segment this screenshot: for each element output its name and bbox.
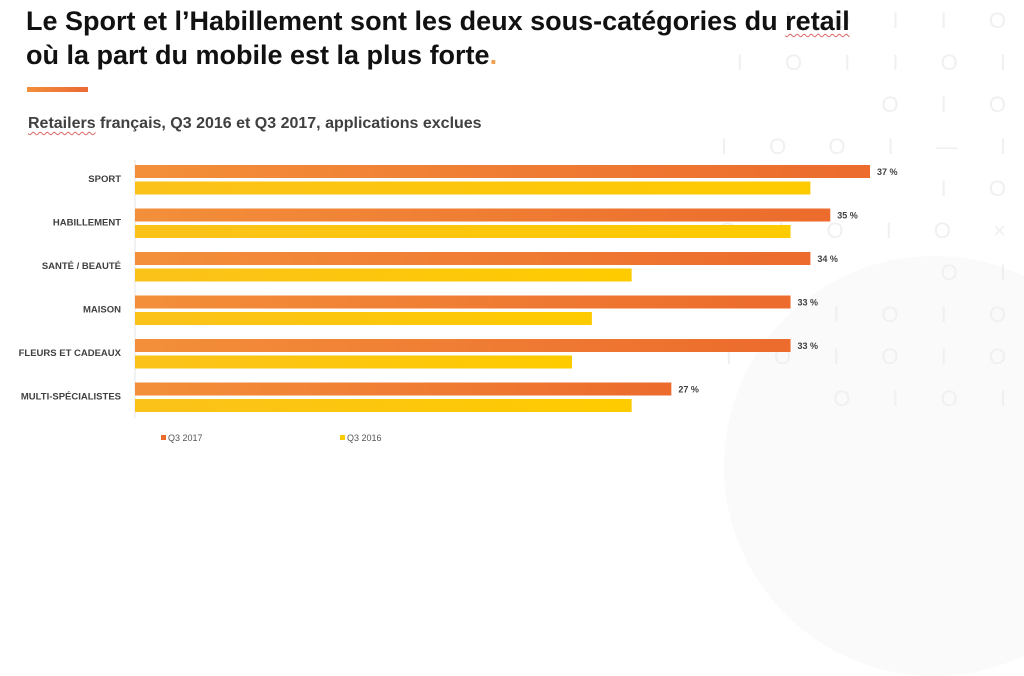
bar-q3-2016 <box>135 355 573 369</box>
pattern-row: O I O I O × O I <box>719 218 1024 285</box>
data-label-q3-2017: 37 % <box>877 167 898 177</box>
pattern-row: I O I O <box>833 302 1024 327</box>
legend-label-q3-2016: Q3 2016 <box>347 433 382 443</box>
bar-q3-2016 <box>135 399 632 412</box>
pattern-row: I O O I — I I O <box>720 134 1024 201</box>
subtitle-retailers: Retailers <box>28 115 96 132</box>
data-label-q3-2017: 27 % <box>678 385 699 395</box>
category-label: MAISON <box>83 305 121 316</box>
bar-q3-2017 <box>135 295 791 309</box>
category-label: SANTÉ / BEAUTÉ <box>42 261 121 272</box>
category-label: HABILLEMENT <box>53 218 121 229</box>
bar-q3-2016 <box>135 181 811 195</box>
data-label-q3-2017: 33 % <box>798 298 819 308</box>
bar-q3-2016 <box>135 268 632 282</box>
bar-q3-2017 <box>135 382 672 396</box>
data-label-q3-2017: 34 % <box>817 254 838 264</box>
bar-q3-2017 <box>135 252 811 265</box>
bar-chart: SPORT 37 % HABILLEMENT 35 % SANTÉ / BEAUTÉ 34… <box>19 160 898 443</box>
legend-label-q3-2017: Q3 2017 <box>168 433 203 443</box>
bar-q3-2017 <box>135 165 870 178</box>
pattern-row: I O I I O <box>784 8 1024 33</box>
bar-q3-2016 <box>135 225 791 238</box>
pattern-row: I O I I O I O I O <box>736 50 1024 117</box>
title-retail-word: retail <box>785 6 850 36</box>
title-accent-line <box>27 87 88 92</box>
category-label: SPORT <box>88 174 121 185</box>
bar-q3-2017 <box>135 339 791 352</box>
data-label-q3-2017: 35 % <box>837 211 858 221</box>
page-title: Le Sport et l’Habillement sont les deux … <box>26 4 850 72</box>
binary-pattern-decoration: I O I I O I O I I O I O I O I O O I — I I … <box>694 0 1024 411</box>
bar-q3-2017 <box>135 208 831 222</box>
subtitle-rest: français, Q3 2016 et Q3 2017, applicatio… <box>95 115 482 132</box>
chart-subtitle: Retailers français, Q3 2016 et Q3 2017, … <box>28 115 482 133</box>
title-line2: où la part du mobile est la plus forte <box>26 40 490 70</box>
data-label-q3-2017: 33 % <box>798 341 819 351</box>
category-label: MULTI-SPÉCIALISTES <box>21 392 121 403</box>
pattern-row: O I O I <box>833 386 1024 411</box>
title-period: . <box>489 40 498 70</box>
legend-swatch-q3-2016 <box>340 435 345 440</box>
category-label: FLEURS ET CADEAUX <box>19 348 122 359</box>
bar-q3-2016 <box>135 312 592 325</box>
legend-swatch-q3-2017 <box>161 435 166 440</box>
title-line1: Le Sport et l’Habillement sont les deux … <box>26 6 786 36</box>
